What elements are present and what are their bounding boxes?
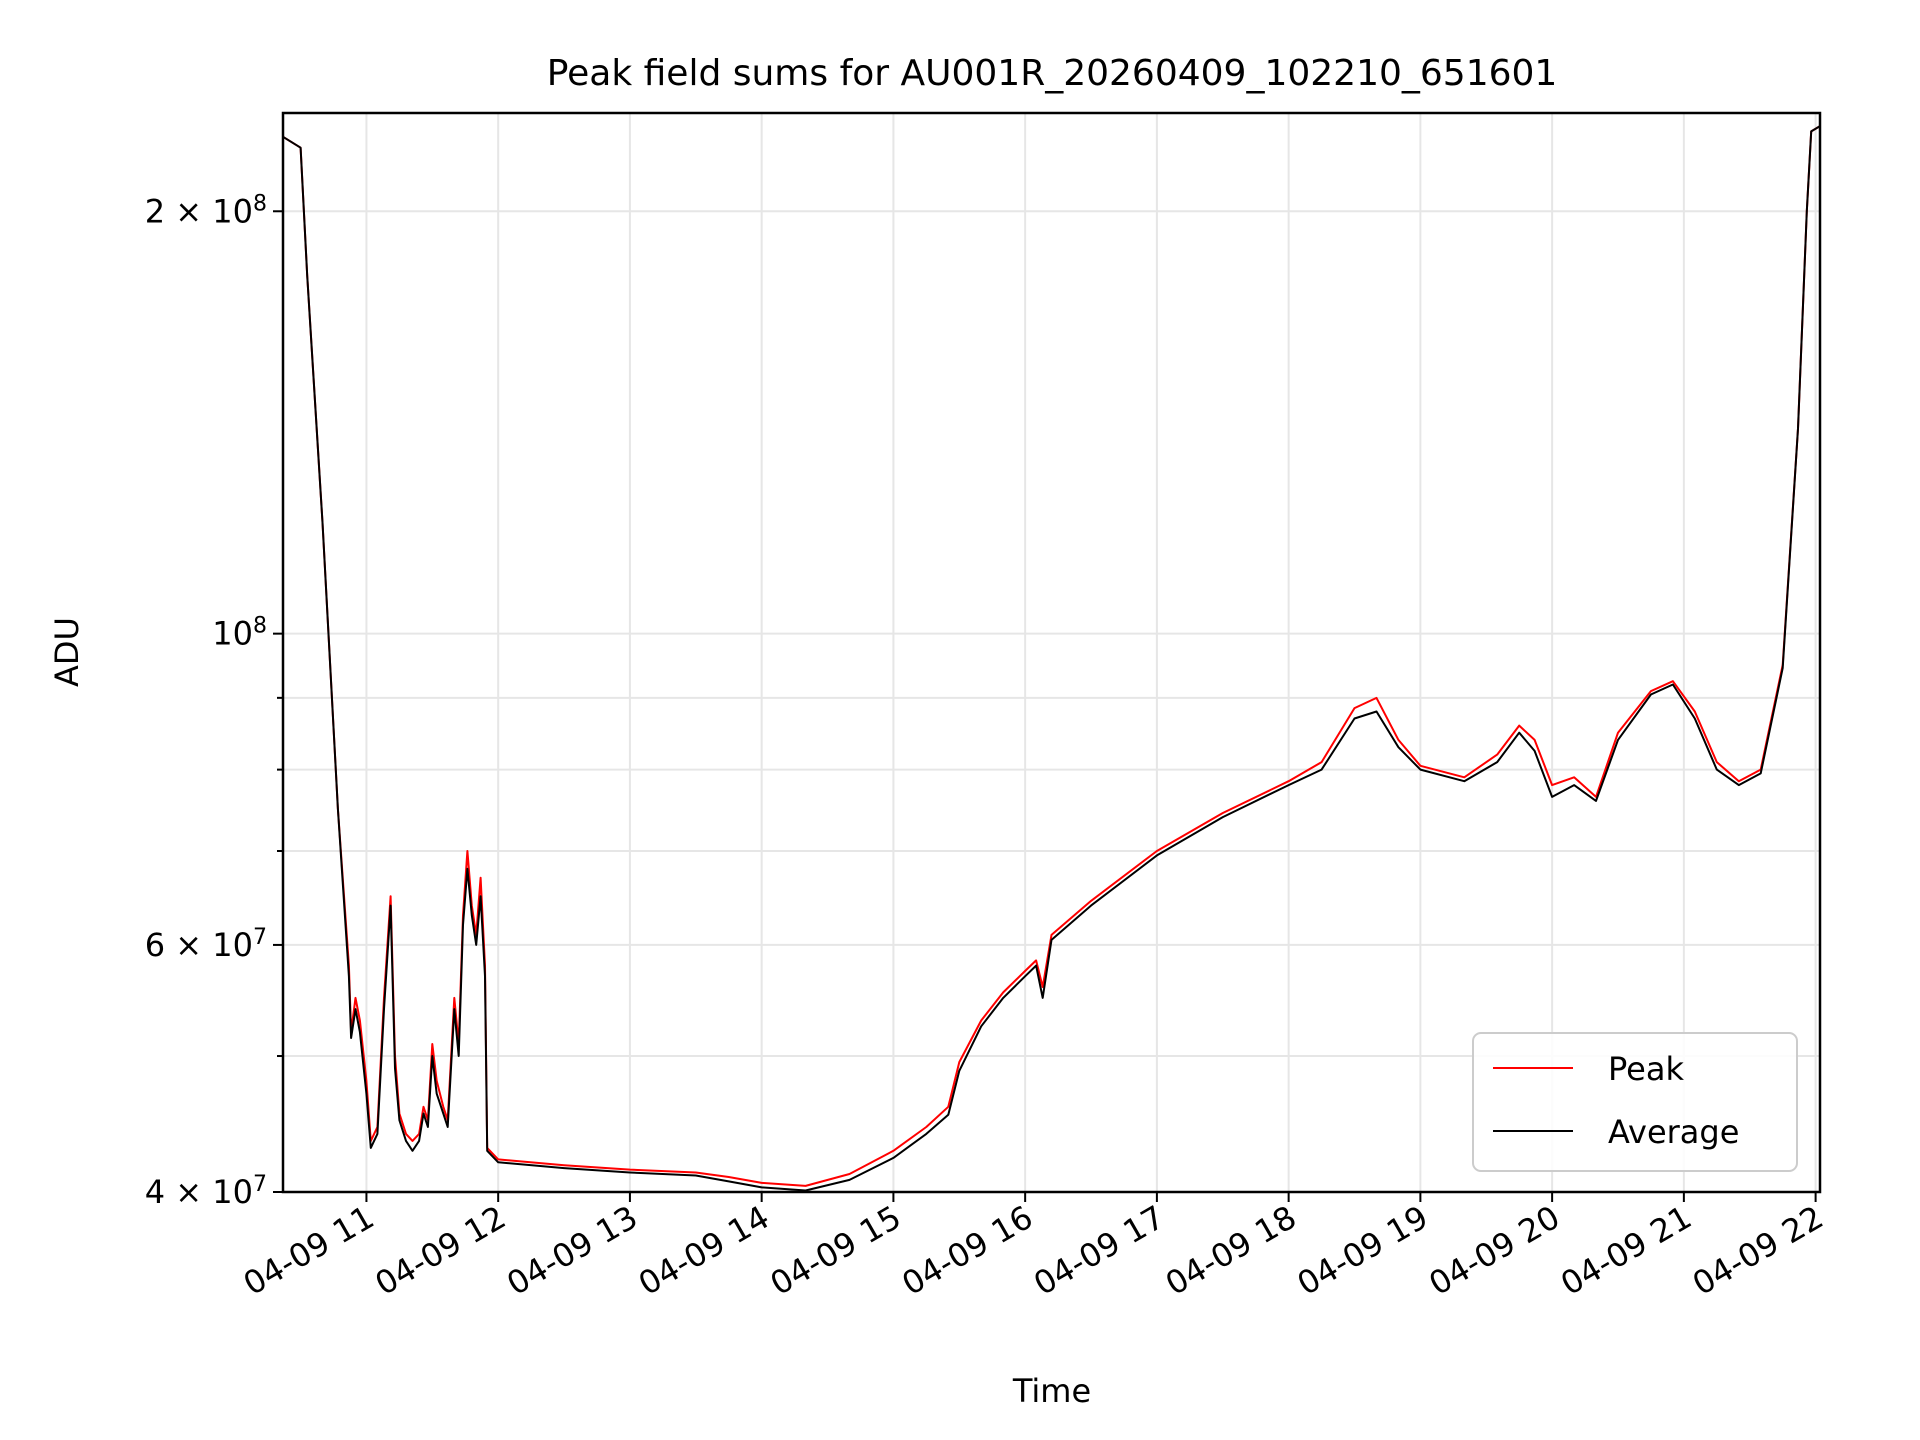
y-axis-label: ADU (48, 617, 86, 687)
x-tick-label-8: 04-09 19 (1291, 1198, 1435, 1303)
x-tick-label-1: 04-09 12 (369, 1198, 513, 1303)
x-tick-label-2: 04-09 13 (500, 1198, 644, 1303)
legend: Peak Average (1472, 1032, 1798, 1172)
y-axis-ticks: 108 2 × 108 6 × 107 4 × 107 (145, 191, 283, 1211)
series-average-line (282, 125, 1821, 1192)
plot-frame (281, 111, 1822, 1194)
legend-label-peak: Peak (1608, 1050, 1684, 1088)
series-peak-line (282, 125, 1821, 1187)
x-tick-label-5: 04-09 16 (896, 1198, 1040, 1303)
y-tick-label-2: 6 × 107 (145, 924, 267, 964)
legend-label-average: Average (1608, 1113, 1739, 1151)
series-lines (282, 125, 1821, 1192)
x-tick-label-4: 04-09 15 (764, 1198, 908, 1303)
x-axis-label: Time (1012, 1372, 1091, 1410)
x-tick-label-11: 04-09 22 (1686, 1198, 1830, 1303)
x-tick-label-9: 04-09 20 (1423, 1198, 1567, 1303)
x-tick-label-10: 04-09 21 (1554, 1198, 1698, 1303)
grid (283, 113, 1820, 1193)
x-tick-label-7: 04-09 18 (1159, 1198, 1303, 1303)
chart-title: Peak field sums for AU001R_20260409_1022… (547, 53, 1558, 94)
x-tick-label-0: 04-09 11 (237, 1198, 381, 1303)
y-tick-label-1: 2 × 108 (145, 191, 267, 231)
y-tick-label-0: 108 (212, 613, 267, 653)
x-tick-label-3: 04-09 14 (632, 1198, 776, 1303)
x-tick-label-6: 04-09 17 (1027, 1198, 1171, 1303)
y-tick-label-3: 4 × 107 (145, 1172, 267, 1212)
